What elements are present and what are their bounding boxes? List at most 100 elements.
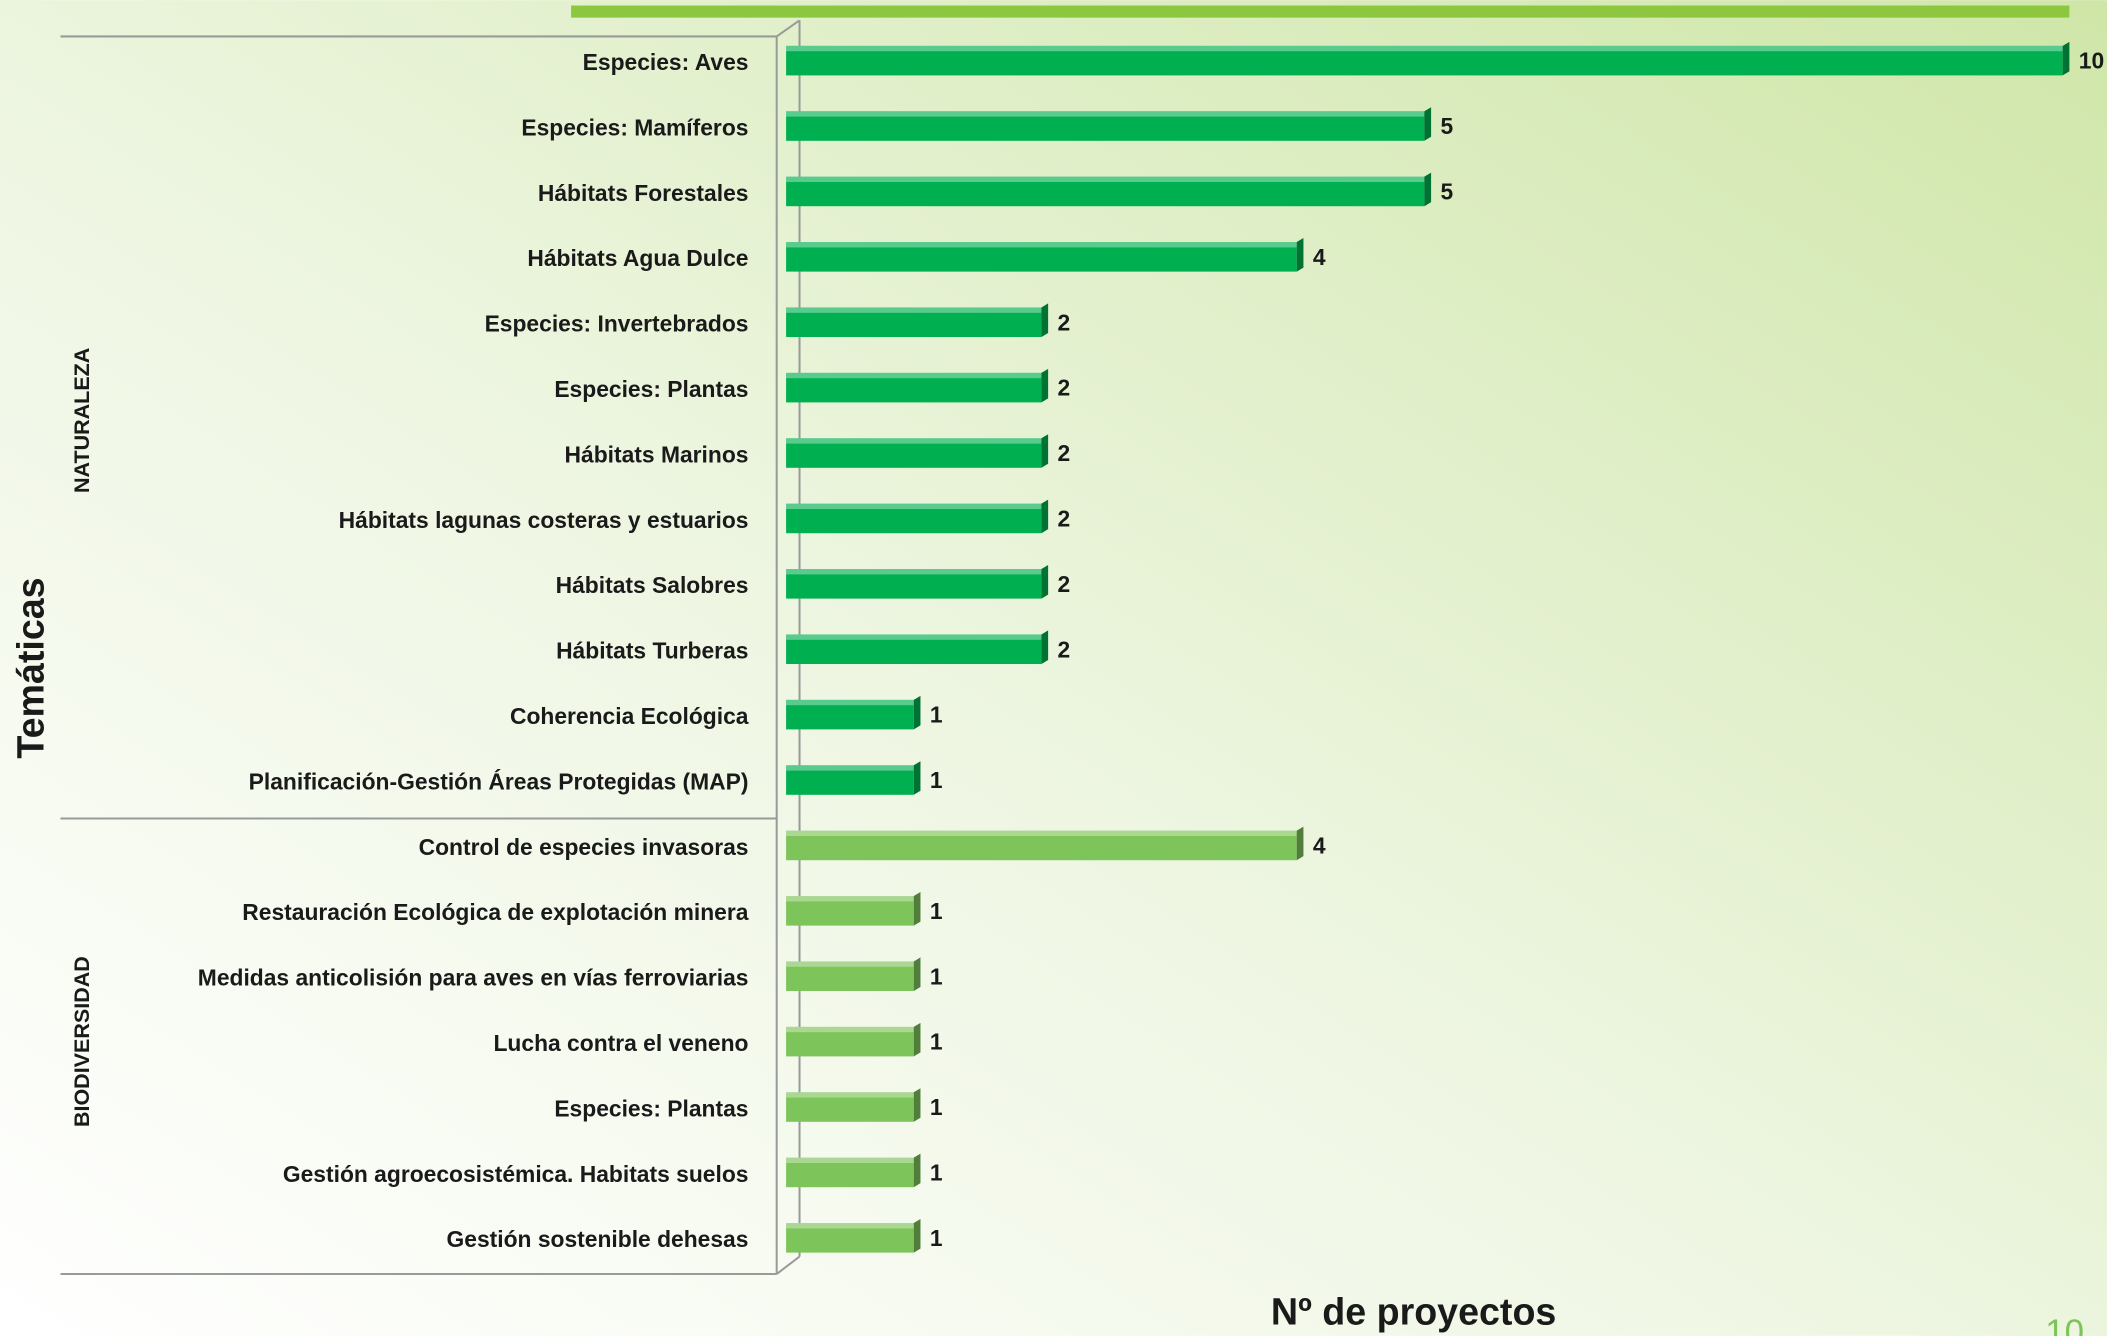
bar (786, 569, 1042, 599)
y-tick-label: Coherencia Ecológica (510, 703, 749, 729)
value-label: 5 (1441, 178, 1454, 204)
y-tick-label: Gestión agroecosistémica. Habitats suelo… (283, 1161, 749, 1187)
bar (786, 1157, 914, 1188)
y-tick-label: Hábitats Salobres (556, 572, 749, 598)
group-label: NATURALEZA (70, 348, 94, 493)
bar-top (786, 896, 914, 902)
page-number: 10 (2045, 1313, 2084, 1336)
y-tick-label: Especies: Plantas (554, 1095, 748, 1121)
bar-end (913, 695, 921, 730)
bar (786, 1026, 914, 1057)
group-label: BIODIVERSIDAD (70, 956, 94, 1127)
value-label: 2 (1058, 636, 1071, 662)
bar-top (786, 830, 1297, 837)
bar-top (786, 372, 1042, 379)
bar (786, 896, 914, 926)
bar-top (786, 961, 914, 967)
value-label: 1 (930, 1159, 943, 1185)
bar (786, 699, 914, 730)
header-bar (571, 5, 2070, 18)
bar-end (1041, 368, 1049, 403)
value-label: 1 (930, 1029, 943, 1055)
value-label: 1 (930, 963, 943, 989)
bar-top (786, 765, 914, 771)
bar-end (913, 1088, 921, 1122)
bar-top (786, 634, 1042, 640)
bar (786, 503, 1042, 534)
bar (786, 45, 2063, 76)
bar (786, 1092, 914, 1122)
y-tick-label: Hábitats Forestales (538, 180, 749, 206)
y-axis-title: Temáticas (10, 577, 52, 758)
bar (786, 176, 1425, 207)
bar-end (913, 1153, 921, 1188)
bar-top (786, 699, 914, 706)
bar-top (786, 176, 1425, 183)
bar (786, 372, 1042, 403)
bar-end (1424, 107, 1432, 141)
value-label: 10 (2079, 48, 2104, 74)
bar-end (1424, 172, 1432, 207)
value-label: 5 (1441, 113, 1454, 139)
y-tick-label: Lucha contra el veneno (493, 1030, 748, 1056)
value-label: 1 (930, 1225, 943, 1251)
y-tick-label: Hábitats Marinos (565, 441, 749, 467)
bar-top (786, 45, 2063, 52)
bar-top (786, 242, 1297, 248)
bar (786, 1223, 914, 1253)
bar-end (1296, 238, 1304, 272)
bar-top (786, 503, 1042, 510)
value-label: 2 (1058, 309, 1071, 335)
value-label: 4 (1313, 832, 1326, 858)
value-label: 1 (930, 898, 943, 924)
value-label: 1 (930, 1094, 943, 1120)
value-label: 2 (1058, 440, 1071, 466)
bar (786, 634, 1042, 665)
value-label: 2 (1058, 571, 1071, 597)
bar (786, 830, 1297, 861)
y-tick-label: Especies: Invertebrados (485, 311, 749, 337)
y-tick-label: Hábitats Agua Dulce (527, 245, 748, 271)
value-label: 1 (930, 702, 943, 728)
bar-end (913, 761, 921, 795)
bar (786, 111, 1425, 141)
y-tick-label: Restauración Ecológica de explotación mi… (242, 899, 748, 925)
bar-end (1296, 826, 1304, 861)
bar-top (786, 1157, 914, 1164)
y-tick-label: Especies: Plantas (554, 376, 748, 402)
bar-top (786, 1026, 914, 1033)
y-tick-label: Gestión sostenible dehesas (447, 1226, 749, 1252)
bar-top (786, 1223, 914, 1229)
bar (786, 765, 914, 795)
y-tick-label: Especies: Mamíferos (521, 114, 748, 140)
bar-top (786, 1092, 914, 1098)
bar-top (786, 438, 1042, 444)
bar (786, 242, 1297, 272)
value-label: 4 (1313, 244, 1326, 270)
bar-top (786, 111, 1425, 117)
bar-end (913, 892, 921, 926)
x-axis-title: Nº de proyectos (1271, 1290, 1556, 1332)
bar-end (2062, 41, 2070, 76)
bar-end (1041, 434, 1049, 468)
bar (786, 438, 1042, 468)
y-tick-label: Control de especies invasoras (419, 834, 749, 860)
bar (786, 307, 1042, 338)
bar-top (786, 307, 1042, 313)
y-tick-label: Hábitats lagunas costeras y estuarios (339, 507, 749, 533)
bar-end (913, 1022, 921, 1057)
value-label: 1 (930, 767, 943, 793)
bar (786, 961, 914, 992)
y-tick-label: Medidas anticolisión para aves en vías f… (198, 965, 749, 991)
value-label: 2 (1058, 505, 1071, 531)
y-tick-label: Hábitats Turberas (556, 638, 748, 664)
y-tick-label: Especies: Aves (583, 49, 749, 75)
bar-top (786, 569, 1042, 575)
bar-end (1041, 303, 1049, 338)
bar-end (913, 1219, 921, 1253)
bar-end (1041, 499, 1049, 534)
value-label: 2 (1058, 375, 1071, 401)
bar-end (1041, 565, 1049, 599)
